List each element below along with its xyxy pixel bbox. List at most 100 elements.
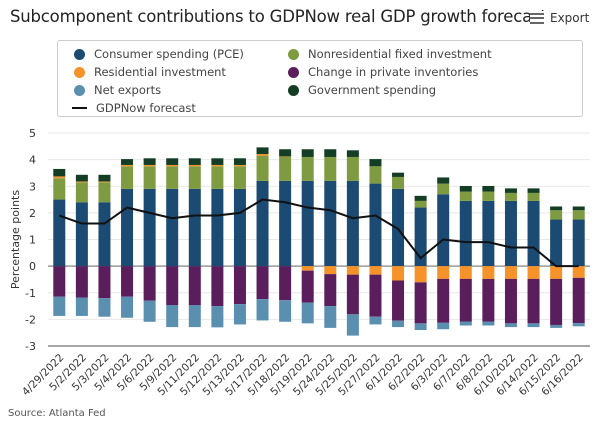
- bar-segment: [166, 304, 179, 328]
- bar-segment: [414, 207, 427, 267]
- bar-segment: [256, 147, 269, 155]
- legend-label: Government spending: [308, 83, 437, 97]
- bar-segment: [572, 277, 585, 324]
- bar-segment: [143, 300, 156, 322]
- bar-segment: [437, 278, 450, 323]
- bar-segment: [392, 320, 405, 328]
- bar-segment: [482, 200, 495, 267]
- bar-segment: [504, 323, 517, 328]
- bar-segment: [369, 166, 382, 184]
- bar-segment: [279, 300, 292, 322]
- bar-segment: [482, 278, 495, 322]
- bar-segment: [256, 266, 269, 300]
- bar-segment: [143, 166, 156, 189]
- y-tick-label: 1: [29, 234, 36, 247]
- bar-segment: [211, 158, 224, 165]
- export-label: Export: [550, 11, 590, 25]
- bar-segment: [188, 164, 201, 167]
- bar-segment: [504, 278, 517, 324]
- bar-segment: [143, 188, 156, 267]
- legend-item-net-exports[interactable]: Net exports: [74, 83, 161, 97]
- bar-segment: [98, 202, 111, 267]
- bar-segment: [98, 182, 111, 203]
- bar-segment: [527, 278, 540, 324]
- bar-segment: [527, 188, 540, 193]
- bar-segment: [392, 280, 405, 321]
- bar-segment: [414, 323, 427, 331]
- bar-segment: [188, 188, 201, 267]
- legend-item-pce[interactable]: Consumer spending (PCE): [74, 47, 244, 61]
- bar-segment: [324, 149, 337, 157]
- bar-segment: [143, 266, 156, 301]
- bar-segment: [550, 266, 563, 279]
- y-tick-label: 2: [29, 207, 36, 220]
- bar-segment: [166, 164, 179, 167]
- bar-segment: [121, 166, 134, 189]
- bar-segment: [279, 156, 292, 157]
- bar-segment: [53, 199, 66, 267]
- y-tick-label: 5: [29, 127, 36, 140]
- bar-segment: [346, 150, 359, 157]
- bar-segment: [166, 166, 179, 189]
- bar-segment: [121, 188, 134, 267]
- bar-segment: [75, 174, 88, 182]
- bar-segment: [166, 266, 179, 305]
- y-tick-label: -2: [25, 313, 36, 326]
- bar-segment: [369, 316, 382, 325]
- bar-segment: [324, 306, 337, 328]
- bar-segment: [166, 188, 179, 267]
- legend-item-nonres[interactable]: Nonresidential fixed investment: [288, 47, 492, 61]
- legend-dot-icon: [288, 48, 299, 60]
- bar-segment: [482, 321, 495, 326]
- bar-segment: [75, 181, 88, 183]
- legend-item-government[interactable]: Government spending: [288, 83, 436, 97]
- legend-label: Nonresidential fixed investment: [308, 47, 492, 61]
- legend-dot-icon: [288, 66, 299, 78]
- legend-item-residential[interactable]: Residential investment: [74, 65, 226, 79]
- bar-segment: [279, 156, 292, 181]
- y-tick-label: 4: [29, 154, 36, 167]
- legend-item-gdpnow[interactable]: GDPNow forecast: [72, 101, 196, 115]
- bar-segment: [211, 306, 224, 328]
- bar-segment: [53, 168, 66, 177]
- export-button[interactable]: Export: [530, 11, 590, 25]
- bar-segment: [75, 182, 88, 203]
- bar-segment: [256, 299, 269, 321]
- bar-segment: [143, 164, 156, 167]
- bar-segment: [324, 180, 337, 267]
- bar-segment: [459, 266, 472, 279]
- bar-segment: [53, 296, 66, 316]
- bar-segment: [188, 304, 201, 328]
- bar-segment: [482, 191, 495, 201]
- bar-segment: [279, 149, 292, 157]
- bar-segment: [550, 219, 563, 267]
- bar-segment: [98, 181, 111, 183]
- bar-segment: [572, 266, 585, 278]
- bar-segment: [98, 266, 111, 299]
- bar-segment: [98, 298, 111, 317]
- legend-label: Consumer spending (PCE): [94, 47, 244, 61]
- bar-segment: [211, 164, 224, 167]
- bar-segment: [414, 266, 427, 283]
- bar-segment: [324, 274, 337, 307]
- bar-segment: [482, 266, 495, 279]
- legend-item-inventories[interactable]: Change in private inventories: [288, 65, 478, 79]
- bar-segment: [369, 266, 382, 275]
- bar-segment: [550, 324, 563, 328]
- bar-segment: [188, 158, 201, 165]
- bar-segment: [233, 164, 246, 167]
- source-note: Source: Atlanta Fed: [8, 408, 106, 419]
- bar-segment: [437, 177, 450, 184]
- bar-segment: [301, 149, 314, 157]
- bar-segment: [53, 266, 66, 297]
- bar-segment: [346, 274, 359, 315]
- legend-dot-icon: [74, 84, 85, 96]
- bar-segment: [346, 266, 359, 275]
- bar-segment: [527, 192, 540, 201]
- bar-segment: [233, 304, 246, 325]
- bar-segment: [504, 188, 517, 193]
- bar-segment: [75, 202, 88, 267]
- bar-segment: [233, 188, 246, 267]
- bar-segment: [279, 180, 292, 267]
